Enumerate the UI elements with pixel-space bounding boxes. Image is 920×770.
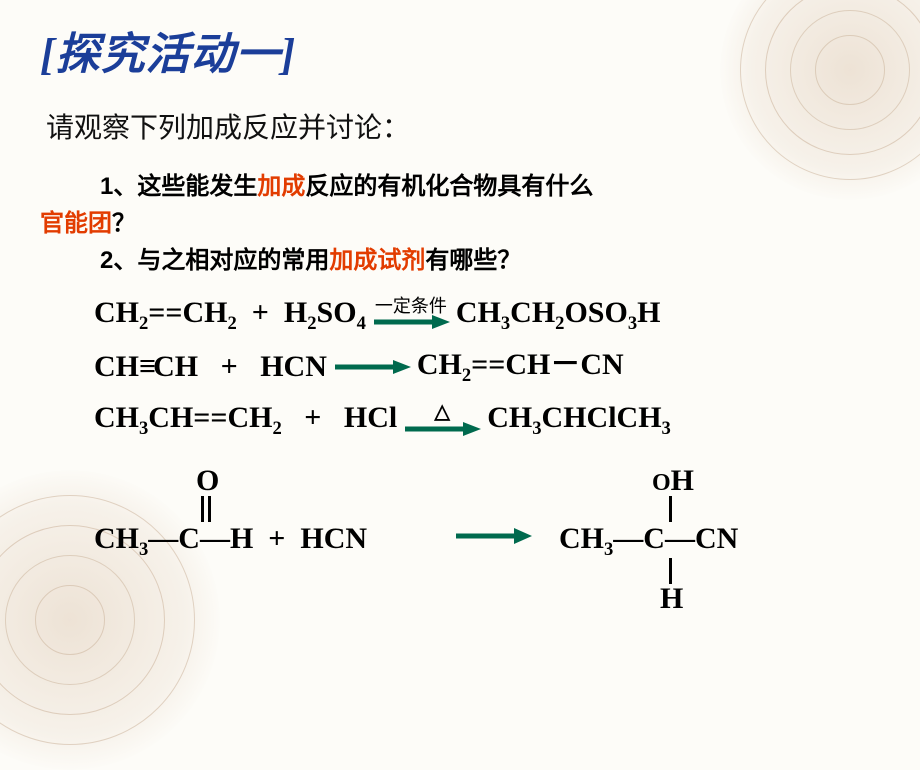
eq3-condition: △ [435,402,450,422]
q1-text-a: 这些能发生 [137,173,257,200]
eq2-lhs: CH≡CH + HCN [94,344,327,391]
q2-text-a: 与之相对应的常用 [137,247,329,274]
eq4-right-H: H [660,582,683,616]
eq4-right-OH: OH [652,464,694,498]
eq1-rhs: CH3CH2OSO3H [456,290,661,339]
eq1-arrow: 一定条件 [372,297,450,331]
q2-accent: 加成试剂 [329,247,425,274]
eq4-left-main: CH3—C—H + HCN [94,522,367,561]
eq4-bond-bottom-icon [669,558,672,584]
equation-2: CH≡CH + HCN CH2==CH－CN [94,342,880,391]
q1-accent-2: 官能团 [40,210,112,237]
eq4-double-bond-icon [201,496,211,522]
questions-block: 1、这些能发生加成反应的有机化合物具有什么 官能团？ 2、与之相对应的常用加成试… [40,168,880,280]
eq3-arrow: △ [403,402,481,438]
arrow-icon [372,313,450,331]
question-1: 1、这些能发生加成反应的有机化合物具有什么 [40,168,880,205]
eq4-arrow [454,526,532,546]
question-2: 2、与之相对应的常用加成试剂有哪些？ [40,242,880,279]
question-1-cont: 官能团？ [40,205,880,242]
equation-3: CH3CH==CH2 + HCl △ CH3CHClCH3 [94,395,880,444]
eq4-right-main: CH3—C—CN [559,522,738,561]
eq4-left-O: O [196,464,219,498]
equations-block: CH2==CH2 + H2SO4 一定条件 CH3CH2OSO3H CH≡CH … [94,290,880,444]
q1-number: 1、 [100,173,137,200]
slide-content: [探究活动一] 请观察下列加成反应并讨论： 1、这些能发生加成反应的有机化合物具… [0,0,920,654]
q1-accent-1: 加成 [257,173,305,200]
slide-title: [探究活动一] [40,18,880,82]
arrow-icon [333,358,411,376]
eq2-arrow [333,358,411,376]
q1-text-c: ？ [112,210,136,237]
eq3-lhs: CH3CH==CH2 + HCl [94,395,397,444]
eq1-lhs: CH2==CH2 + H2SO4 [94,290,366,339]
arrow-icon [403,420,481,438]
slide-subtitle: 请观察下列加成反应并讨论： [46,106,880,146]
eq2-rhs: CH2==CH－CN [417,342,624,391]
q2-text-b: 有哪些？ [425,247,521,274]
q1-text-b: 反应的有机化合物具有什么 [305,173,593,200]
eq4-bond-top-icon [669,496,672,522]
eq3-rhs: CH3CHClCH3 [487,395,671,444]
equation-1: CH2==CH2 + H2SO4 一定条件 CH3CH2OSO3H [94,290,880,339]
q2-number: 2、 [100,247,137,274]
arrow-icon [454,526,532,546]
equation-4-structural: O CH3—C—H + HCN OH CH3—C—CN H [94,464,880,634]
